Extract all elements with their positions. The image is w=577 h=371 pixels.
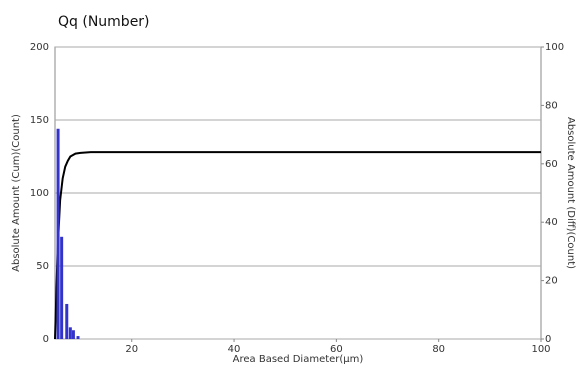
bar	[65, 303, 69, 339]
line	[54, 151, 541, 340]
y-axis-title: Absolute Amount (Cum)(Count)	[11, 114, 22, 272]
y2-tick-label: 100	[545, 42, 564, 53]
y2-tick-label: 60	[545, 159, 558, 170]
bar	[68, 327, 72, 339]
y-tick-label: 0	[43, 334, 49, 345]
y2-axis-title: Absolute Amount (Diff)(Count)	[565, 117, 576, 269]
x-axis-title: Area Based Diameter(μm)	[233, 354, 364, 365]
bar	[76, 336, 80, 339]
y2-tick-label: 40	[545, 217, 558, 228]
x-tick-label: 100	[531, 344, 550, 355]
bar	[56, 128, 60, 339]
bar	[60, 236, 64, 339]
x-tick-label: 20	[125, 344, 138, 355]
bar	[71, 330, 75, 339]
y-tick-label: 150	[30, 115, 49, 126]
y2-tick-label: 0	[545, 334, 551, 345]
x-tick-label: 80	[432, 344, 445, 355]
x-tick-label: 60	[330, 344, 343, 355]
y-tick-label: 50	[36, 261, 49, 272]
y2-tick-label: 20	[545, 276, 558, 287]
y2-tick-label: 80	[545, 100, 558, 111]
y-tick-label: 200	[30, 42, 49, 53]
y-tick-label: 100	[30, 188, 49, 199]
x-tick-label: 40	[228, 344, 241, 355]
chart-title: Qq (Number)	[58, 14, 150, 30]
